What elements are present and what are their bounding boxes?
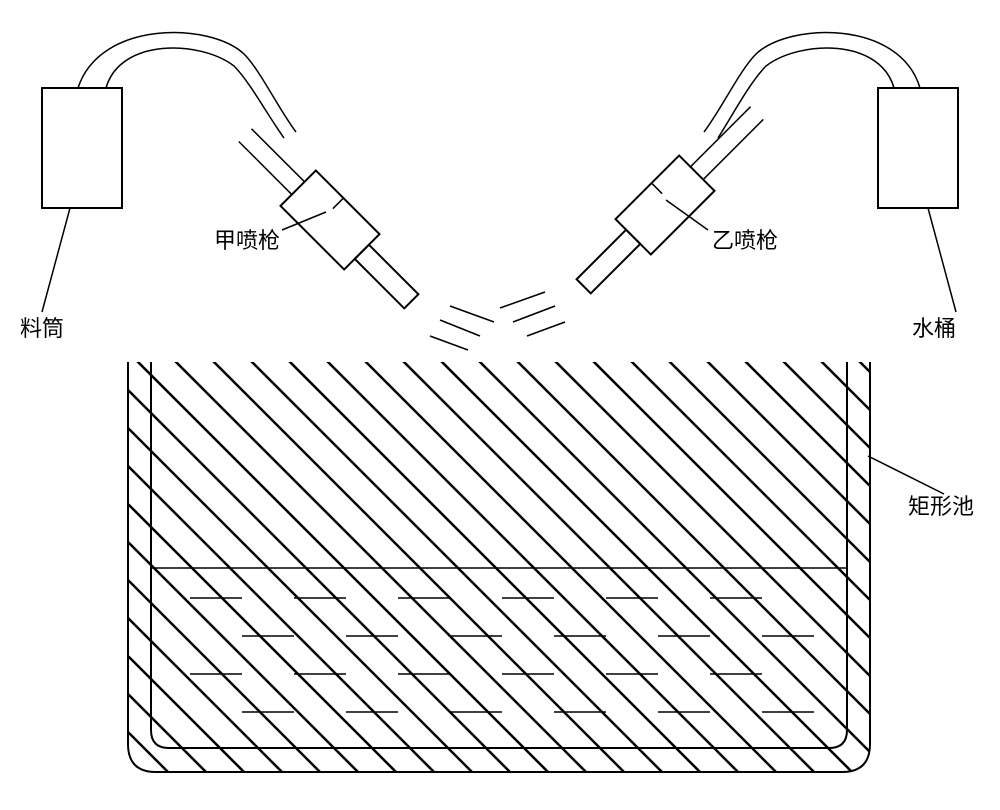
spray-a [430,306,494,350]
hose-right-inner [718,48,894,138]
label-gun-b: 乙喷枪 [712,228,778,253]
diagram-root: 料筒 水桶 甲喷枪 乙喷枪 矩形池 [0,0,1000,810]
water-dashes [190,598,814,712]
spray-b [500,292,565,336]
hose-right-outer [704,33,920,132]
water-bucket-tank [878,88,958,208]
pool-outer [128,362,870,772]
label-gun-a: 甲喷枪 [214,228,280,253]
hose-left-outer [78,33,296,132]
spray-gun-b [566,95,775,304]
hose-left-inner [106,48,284,138]
spray-gun-a [227,117,429,319]
label-rect-pool: 矩形池 [908,494,974,519]
leader-rect-pool [868,456,944,494]
leader-material-tube [42,208,70,312]
label-water-bucket: 水桶 [912,316,956,341]
material-tube-tank [42,88,122,208]
label-material-tube: 料筒 [20,316,64,341]
leader-water-bucket [928,208,956,312]
